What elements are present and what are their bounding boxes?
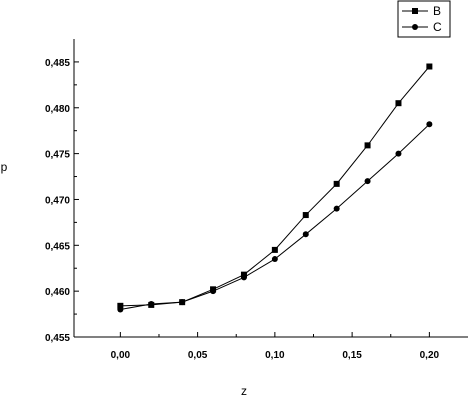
y-tick-label: 0,475: [45, 150, 70, 161]
y-tick-label: 0,485: [45, 58, 70, 69]
data-point-C: [240, 274, 247, 281]
data-point-C: [179, 299, 186, 306]
y-tick-label: 0,455: [45, 333, 70, 344]
data-point-C: [117, 306, 124, 313]
data-point-B: [271, 246, 278, 253]
x-tick-label: 0,05: [188, 350, 208, 361]
y-tick-label: 0,480: [45, 104, 70, 115]
legend-label-B: B: [433, 4, 441, 18]
x-tick-label: 0,00: [111, 350, 131, 361]
data-point-C: [364, 178, 371, 185]
data-point-B: [302, 212, 309, 219]
data-point-B: [333, 180, 340, 187]
series-layer: [117, 63, 433, 313]
series-line-B: [120, 66, 430, 307]
data-point-B: [395, 100, 402, 107]
data-point-C: [426, 121, 433, 128]
ticks: 0,455 0,460 0,465 0,470 0,475 0,480 0,485 0,00 0…: [45, 58, 440, 361]
data-point-B: [426, 63, 433, 70]
data-point-C: [210, 288, 217, 295]
y-tick-label: 0,465: [45, 241, 70, 252]
legend-box: [397, 0, 451, 38]
data-point-C: [302, 231, 309, 238]
series-line-C: [120, 123, 430, 310]
x-tick-label: 0,15: [342, 350, 362, 361]
axes: [73, 39, 468, 338]
y-axis-title: p: [1, 160, 8, 174]
data-point-C: [333, 205, 340, 212]
x-axis-title: z: [241, 384, 247, 398]
legend-marker-C: [412, 24, 418, 30]
legend: BC: [397, 0, 451, 38]
legend-marker-B: [412, 8, 418, 14]
data-point-B: [364, 142, 371, 149]
y-tick-label: 0,470: [45, 195, 70, 206]
data-point-C: [271, 256, 278, 263]
x-tick-label: 0,10: [265, 350, 285, 361]
x-tick-label: 0,20: [420, 350, 440, 361]
series-B: [117, 63, 433, 309]
data-point-B: [117, 302, 124, 309]
y-tick-label: 0,460: [45, 287, 70, 298]
data-point-C: [395, 150, 402, 157]
legend-label-C: C: [433, 20, 442, 34]
data-point-C: [148, 300, 155, 307]
series-C: [117, 121, 433, 313]
